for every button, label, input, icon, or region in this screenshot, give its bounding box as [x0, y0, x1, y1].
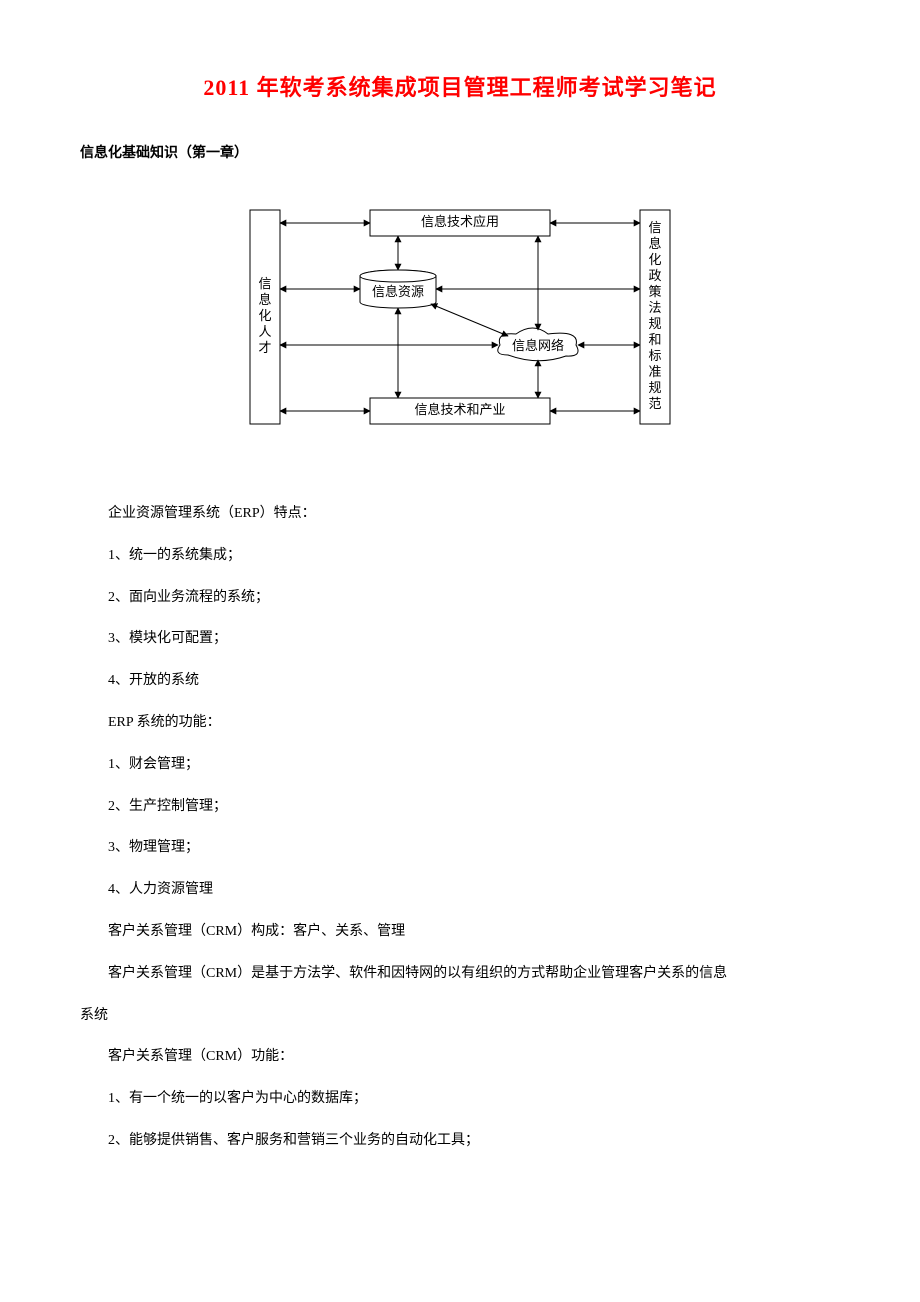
- paragraph: 3、模块化可配置；: [80, 627, 840, 651]
- paragraph: 2、面向业务流程的系统；: [80, 586, 840, 610]
- svg-text:信息技术和产业: 信息技术和产业: [414, 402, 505, 417]
- paragraph: 4、人力资源管理: [80, 878, 840, 902]
- svg-text:信息化政策法规和标准规范: 信息化政策法规和标准规范: [648, 220, 661, 411]
- svg-text:信息网络: 信息网络: [512, 338, 564, 353]
- informatization-diagram: 信息化人才 信息化政策法规和标准规范 信息技术应用信息技术和产业 信息资源信息网络: [240, 192, 680, 442]
- paragraph: 2、能够提供销售、客户服务和营销三个业务的自动化工具；: [80, 1129, 840, 1153]
- paragraph: 系统: [80, 1004, 840, 1028]
- svg-text:信息技术应用: 信息技术应用: [421, 214, 499, 229]
- paragraph: 客户关系管理（CRM）构成：客户、关系、管理: [80, 920, 840, 944]
- paragraph: 4、开放的系统: [80, 669, 840, 693]
- paragraph: 客户关系管理（CRM）是基于方法学、软件和因特网的以有组织的方式帮助企业管理客户…: [80, 962, 840, 986]
- chapter-subtitle: 信息化基础知识（第一章）: [80, 142, 840, 162]
- paragraph: ERP 系统的功能：: [80, 711, 840, 735]
- paragraph: 客户关系管理（CRM）功能：: [80, 1045, 840, 1069]
- paragraph: 企业资源管理系统（ERP）特点：: [80, 502, 840, 526]
- paragraph: 1、有一个统一的以客户为中心的数据库；: [80, 1087, 840, 1111]
- paragraph: 1、财会管理；: [80, 753, 840, 777]
- paragraph: 2、生产控制管理；: [80, 795, 840, 819]
- diagram-container: 信息化人才 信息化政策法规和标准规范 信息技术应用信息技术和产业 信息资源信息网络: [80, 192, 840, 442]
- document-title: 2011 年软考系统集成项目管理工程师考试学习笔记: [80, 70, 840, 102]
- paragraph: 3、物理管理；: [80, 836, 840, 860]
- svg-text:信息化人才: 信息化人才: [258, 276, 271, 355]
- svg-text:信息资源: 信息资源: [372, 284, 424, 299]
- paragraph: 1、统一的系统集成；: [80, 544, 840, 568]
